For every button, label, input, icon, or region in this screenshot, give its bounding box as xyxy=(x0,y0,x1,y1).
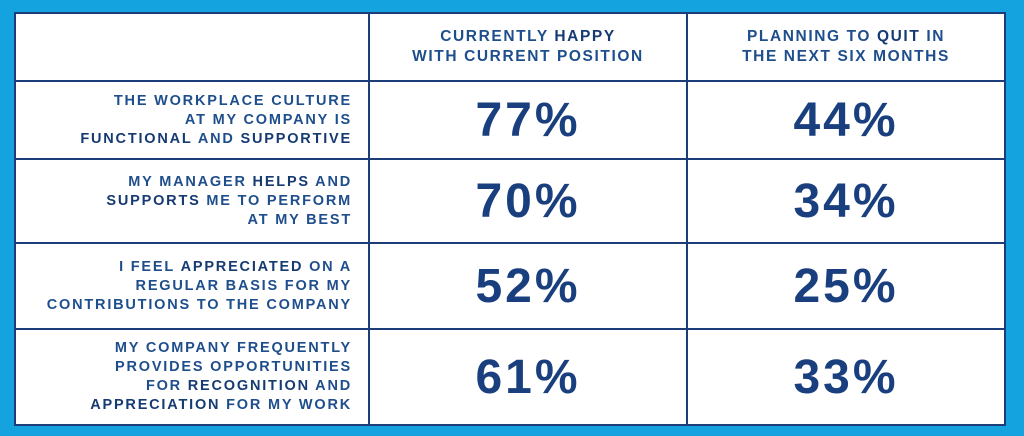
label-emphasis: RECOGNITION xyxy=(187,378,310,394)
table-row: THE WORKPLACE CULTURE AT MY COMPANY IS F… xyxy=(14,80,1006,160)
header-currently-happy: CURRENTLY HAPPY WITH CURRENT POSITION xyxy=(368,12,688,82)
row-label: THE WORKPLACE CULTURE AT MY COMPANY IS F… xyxy=(14,80,370,160)
label-text: MY MANAGER xyxy=(128,173,253,190)
label-line: MY COMPANY FREQUENTLY xyxy=(114,340,352,356)
label-text: I FEEL xyxy=(119,258,181,275)
label-line: MY MANAGER HELPS AND xyxy=(16,173,352,192)
corner-cell xyxy=(14,12,370,82)
quit-percentage: 25% xyxy=(686,242,1006,330)
label-text: AND xyxy=(309,378,352,394)
label-line: PROVIDES OPPORTUNITIES xyxy=(115,359,352,375)
happy-percentage: 52% xyxy=(368,242,688,330)
label-line: FOR RECOGNITION AND xyxy=(16,377,352,396)
header-row: CURRENTLY HAPPY WITH CURRENT POSITION PL… xyxy=(14,12,1006,82)
header-text: IN xyxy=(920,28,946,45)
label-line: SUPPORTS ME TO PERFORM xyxy=(16,192,352,211)
label-line: CONTRIBUTIONS TO THE COMPANY xyxy=(46,296,352,313)
survey-table: CURRENTLY HAPPY WITH CURRENT POSITION PL… xyxy=(14,12,1006,426)
header-text: WITH CURRENT POSITION xyxy=(412,48,644,65)
table-row: MY COMPANY FREQUENTLY PROVIDES OPPORTUNI… xyxy=(14,328,1006,426)
label-emphasis: FUNCTIONAL xyxy=(80,130,193,147)
header-text: CURRENTLY xyxy=(440,28,555,45)
label-line: APPRECIATION FOR MY WORK xyxy=(16,396,352,415)
header-text: THE NEXT SIX MONTHS xyxy=(742,48,950,65)
label-emphasis: SUPPORTS xyxy=(106,192,201,209)
label-line: AT MY BEST xyxy=(247,211,352,228)
label-text: FOR xyxy=(145,378,188,394)
label-emphasis: HELPS xyxy=(252,173,310,190)
table-row: I FEEL APPRECIATED ON A REGULAR BASIS FO… xyxy=(14,242,1006,330)
label-text: AND xyxy=(309,173,352,190)
label-text: ME TO PERFORM xyxy=(200,192,352,209)
label-line: REGULAR BASIS FOR MY xyxy=(135,277,352,294)
label-text: AND xyxy=(192,130,241,147)
row-label: MY COMPANY FREQUENTLY PROVIDES OPPORTUNI… xyxy=(14,328,370,426)
header-emphasis: HAPPY xyxy=(554,28,616,45)
label-text: FOR MY WORK xyxy=(220,397,352,413)
happy-percentage: 77% xyxy=(368,80,688,160)
label-emphasis: APPRECIATION xyxy=(90,397,221,413)
quit-percentage: 44% xyxy=(686,80,1006,160)
label-emphasis: SUPPORTIVE xyxy=(240,130,352,147)
label-line: THE WORKPLACE CULTURE xyxy=(113,92,352,109)
label-line: FUNCTIONAL AND SUPPORTIVE xyxy=(16,130,352,149)
quit-percentage: 33% xyxy=(686,328,1006,426)
table-row: MY MANAGER HELPS AND SUPPORTS ME TO PERF… xyxy=(14,158,1006,244)
header-text: PLANNING TO xyxy=(746,28,877,45)
label-emphasis: APPRECIATED xyxy=(180,258,304,275)
happy-percentage: 61% xyxy=(368,328,688,426)
header-planning-to-quit: PLANNING TO QUIT IN THE NEXT SIX MONTHS xyxy=(686,12,1006,82)
quit-percentage: 34% xyxy=(686,158,1006,244)
label-text: ON A xyxy=(303,258,352,275)
happy-percentage: 70% xyxy=(368,158,688,244)
header-emphasis: QUIT xyxy=(876,28,921,45)
row-label: I FEEL APPRECIATED ON A REGULAR BASIS FO… xyxy=(14,242,370,330)
label-line: I FEEL APPRECIATED ON A xyxy=(16,258,352,277)
row-label: MY MANAGER HELPS AND SUPPORTS ME TO PERF… xyxy=(14,158,370,244)
label-line: AT MY COMPANY IS xyxy=(184,111,352,128)
